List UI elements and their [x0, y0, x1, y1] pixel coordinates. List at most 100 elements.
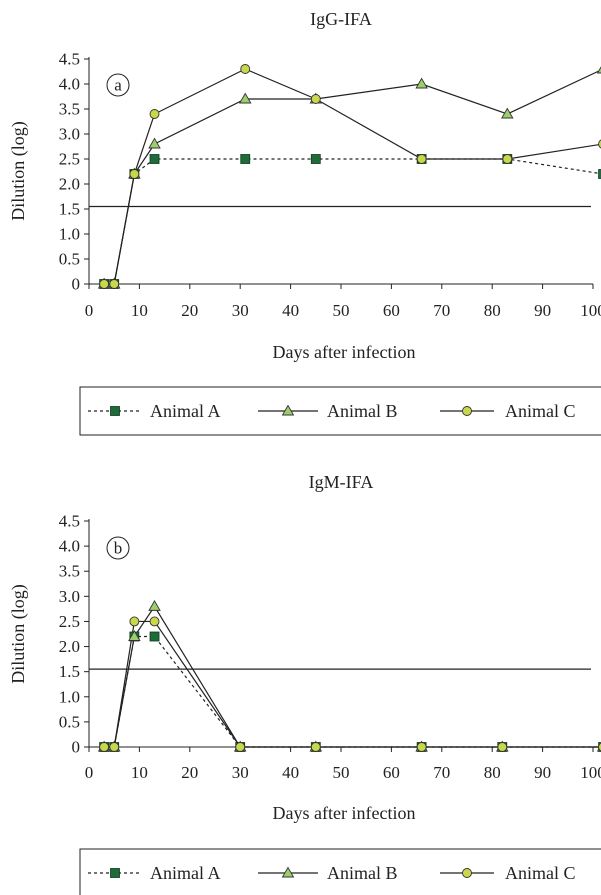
x-tick-label: 30 [232, 763, 249, 782]
y-tick-label: 1.0 [59, 687, 80, 706]
chart-title: IgM-IFA [309, 472, 374, 492]
legend-label-3: Animal C [505, 401, 576, 421]
panel-badge-label: a [114, 76, 122, 95]
data-point-series-3 [598, 139, 601, 149]
x-tick-label: 90 [534, 301, 551, 320]
x-tick-label: 10 [131, 301, 148, 320]
y-tick-label: 0.5 [59, 250, 80, 269]
legend-label-1: Animal A [150, 863, 221, 883]
data-point-series-2 [148, 137, 161, 149]
y-tick-label: 4.0 [59, 537, 80, 556]
y-tick-label: 1.5 [59, 662, 80, 681]
data-point-series-1 [310, 154, 321, 164]
x-tick-label: 0 [85, 763, 94, 782]
legend-box [79, 848, 601, 895]
legend-label-2: Animal B [327, 401, 398, 421]
data-point-series-1 [149, 631, 160, 642]
x-tick-label: 10 [131, 763, 148, 782]
x-tick-label: 40 [282, 301, 299, 320]
data-point-series-3 [240, 64, 251, 74]
legend-marker-1 [110, 406, 120, 416]
y-tick-label: 3.5 [59, 562, 80, 581]
data-point-series-3 [109, 279, 120, 289]
y-tick-label: 1.0 [59, 225, 80, 244]
y-tick-label: 0 [72, 738, 81, 757]
data-point-series-1 [240, 154, 251, 164]
x-axis-label: Days after infection [273, 803, 416, 823]
y-tick-label: 2.5 [59, 150, 80, 169]
data-point-series-3 [497, 742, 508, 752]
data-point-series-3 [598, 742, 601, 752]
series-line-2 [104, 69, 601, 285]
y-tick-label: 4.5 [59, 50, 80, 69]
data-point-series-3 [310, 742, 321, 752]
y-tick-label: 3.0 [59, 587, 80, 606]
data-point-series-2 [596, 66, 601, 74]
data-point-series-3 [109, 742, 120, 752]
x-tick-label: 20 [181, 763, 198, 782]
data-point-series-3 [310, 94, 321, 104]
y-tick-label: 3.0 [59, 125, 80, 144]
y-tick-label: 3.5 [59, 100, 80, 119]
data-point-series-3 [129, 169, 140, 179]
x-axis-label: Days after infection [273, 342, 416, 362]
data-point-series-2 [148, 599, 161, 611]
x-tick-label: 100 [580, 763, 601, 782]
data-point-series-3 [235, 742, 246, 752]
y-tick-label: 4.0 [59, 75, 80, 94]
x-tick-label: 50 [333, 763, 350, 782]
y-axis-label: Dilution (log) [8, 584, 29, 684]
series-line-2 [104, 605, 601, 748]
data-point-series-1 [598, 169, 601, 179]
data-point-series-2 [501, 107, 514, 119]
chart-title: IgG-IFA [310, 9, 372, 29]
chart-panel-igm: IgM-IFA 0 0.5 1.0 1.5 2.0 2.5 3.0 3.5 4.0 4.5 0 10 20… [8, 472, 601, 895]
legend-box [79, 386, 601, 436]
y-tick-label: 2.5 [59, 612, 80, 631]
data-point-series-3 [149, 616, 160, 627]
y-tick-label: 0 [72, 275, 81, 294]
y-tick-label: 1.5 [59, 200, 80, 219]
legend-marker-1 [110, 868, 120, 878]
data-point-series-2 [128, 630, 141, 641]
x-tick-label: 100 [580, 301, 601, 320]
legend-label-3: Animal C [505, 863, 576, 883]
data-point-series-3 [502, 154, 513, 164]
data-point-series-3 [416, 742, 427, 752]
x-tick-label: 60 [383, 301, 400, 320]
legend-marker-3 [462, 868, 472, 878]
y-tick-label: 4.5 [59, 512, 80, 531]
x-tick-label: 80 [484, 763, 501, 782]
legend-marker-2 [281, 866, 295, 878]
x-tick-label: 80 [484, 301, 501, 320]
chart-panel-igg: IgG-IFA 0 0.5 1.0 1.5 2.0 2.5 3.0 3.5 4.0 4.5 0 10 20… [8, 9, 601, 436]
series-line-3 [104, 620, 601, 748]
x-tick-label: 70 [433, 763, 450, 782]
y-tick-label: 0.5 [59, 712, 80, 731]
x-tick-label: 40 [282, 763, 299, 782]
legend-label-1: Animal A [150, 401, 221, 421]
y-tick-label: 2.0 [59, 637, 80, 656]
data-point-series-3 [99, 742, 110, 752]
data-point-series-3 [99, 279, 110, 289]
x-tick-label: 70 [433, 301, 450, 320]
data-point-series-1 [149, 154, 160, 164]
panel-badge-label: b [114, 539, 123, 558]
data-point-series-2 [415, 77, 428, 89]
x-tick-label: 0 [85, 301, 94, 320]
legend-label-2: Animal B [327, 863, 398, 883]
series-line-1 [104, 635, 601, 748]
y-axis-label: Dilution (log) [8, 121, 29, 221]
series-line-3 [104, 68, 601, 285]
panel-badge [106, 73, 130, 97]
data-point-series-3 [129, 616, 140, 627]
panel-badge [106, 536, 130, 560]
x-tick-label: 50 [333, 301, 350, 320]
y-tick-label: 2.0 [59, 175, 80, 194]
legend-marker-2 [281, 404, 295, 416]
data-point-series-2 [238, 92, 252, 104]
x-tick-label: 60 [383, 763, 400, 782]
data-point-series-3 [416, 154, 427, 164]
x-tick-label: 30 [232, 301, 249, 320]
